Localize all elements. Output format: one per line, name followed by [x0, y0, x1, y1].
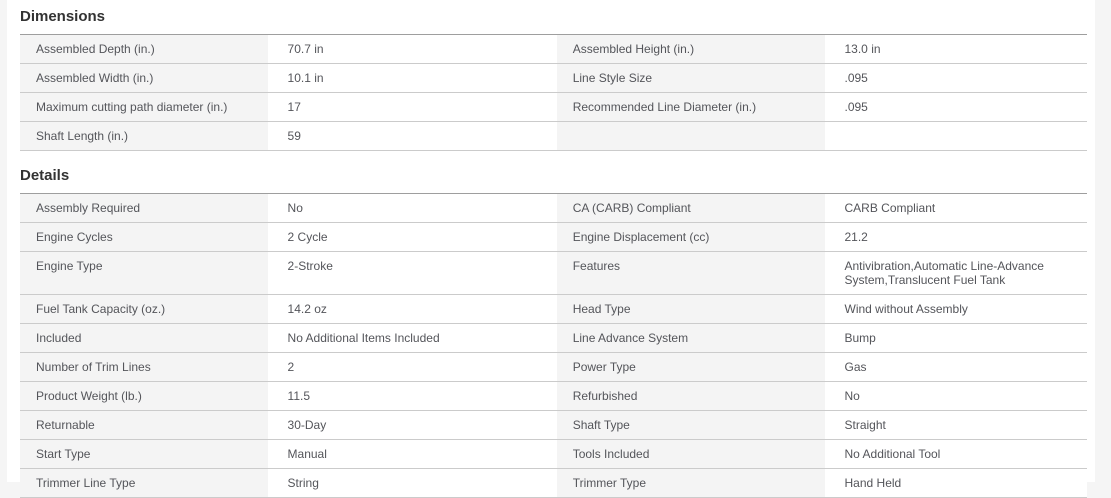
spec-value: 2-Stroke	[267, 251, 557, 295]
spec-value: 2	[267, 352, 557, 382]
spec-label: Trimmer Line Type	[20, 468, 268, 498]
spec-label: Head Type	[556, 294, 825, 324]
spec-label: Returnable	[20, 410, 268, 440]
spec-value: 10.1 in	[267, 63, 557, 93]
spec-value: Bump	[824, 323, 1087, 353]
spec-value: 14.2 oz	[267, 294, 557, 324]
details-section: Details Assembly Required No CA (CARB) Com…	[20, 167, 1087, 498]
spec-label: Product Weight (lb.)	[20, 381, 268, 411]
spec-value: Manual	[267, 439, 557, 469]
spec-label: Included	[20, 323, 268, 353]
spec-value: No	[824, 381, 1087, 411]
spec-label: Assembled Depth (in.)	[20, 34, 268, 64]
dimensions-section: Dimensions Assembled Depth (in.) 70.7 in A…	[20, 8, 1087, 151]
spec-value: Straight	[824, 410, 1087, 440]
spec-row: Shaft Length (in.) 59	[20, 121, 1087, 151]
spec-row: Assembly Required No CA (CARB) Compliant CA…	[20, 193, 1087, 223]
spec-value: CARB Compliant	[824, 193, 1087, 223]
spec-label: Shaft Length (in.)	[20, 121, 268, 151]
spec-row: Engine Cycles 2 Cycle Engine Displacement …	[20, 222, 1087, 252]
spec-row: Trimmer Line Type String Trimmer Type Hand …	[20, 468, 1087, 498]
spec-label: Shaft Type	[556, 410, 825, 440]
spec-value: .095	[824, 92, 1087, 122]
spec-label: Refurbished	[556, 381, 825, 411]
spec-row: Product Weight (lb.) 11.5 Refurbished No	[20, 381, 1087, 411]
spec-row: Engine Type 2-Stroke Features Antivibration…	[20, 251, 1087, 295]
spec-value: .095	[824, 63, 1087, 93]
spec-row: Number of Trim Lines 2 Power Type Gas	[20, 352, 1087, 382]
spec-value: Wind without Assembly	[824, 294, 1087, 324]
spec-value: 11.5	[267, 381, 557, 411]
details-table: Assembly Required No CA (CARB) Compliant CA…	[20, 193, 1087, 498]
spec-label: Assembly Required	[20, 193, 268, 223]
spec-label: Start Type	[20, 439, 268, 469]
spec-row: Start Type Manual Tools Included No Additio…	[20, 439, 1087, 469]
spec-value: 13.0 in	[824, 34, 1087, 64]
spec-label: Tools Included	[556, 439, 825, 469]
spec-label: Assembled Width (in.)	[20, 63, 268, 93]
spec-value: No	[267, 193, 557, 223]
spec-value: 17	[267, 92, 557, 122]
dimensions-section-heading: Dimensions	[20, 8, 106, 25]
spec-label: Power Type	[556, 352, 825, 382]
spec-value: Antivibration,Automatic Line-Advance Sys…	[824, 251, 1087, 295]
spec-label: Trimmer Type	[556, 468, 825, 498]
spec-row: Assembled Width (in.) 10.1 in Line Style S…	[20, 63, 1087, 93]
spec-label: Line Advance System	[556, 323, 825, 353]
spec-row: Fuel Tank Capacity (oz.) 14.2 oz Head Type…	[20, 294, 1087, 324]
spec-value: 2 Cycle	[267, 222, 557, 252]
spec-label: Line Style Size	[556, 63, 825, 93]
spec-label: Engine Type	[20, 251, 268, 295]
spec-label: Fuel Tank Capacity (oz.)	[20, 294, 268, 324]
spec-label	[556, 121, 825, 151]
spec-value	[824, 121, 1087, 151]
spec-label: Engine Cycles	[20, 222, 268, 252]
dimensions-table: Assembled Depth (in.) 70.7 in Assembled He…	[20, 34, 1087, 151]
spec-label: Recommended Line Diameter (in.)	[556, 92, 825, 122]
spec-row: Included No Additional Items Included Line…	[20, 323, 1087, 353]
spec-value: 70.7 in	[267, 34, 557, 64]
spec-value: No Additional Tool	[824, 439, 1087, 469]
spec-value: No Additional Items Included	[267, 323, 557, 353]
spec-label: Assembled Height (in.)	[556, 34, 825, 64]
spec-row: Maximum cutting path diameter (in.) 17 Rec…	[20, 92, 1087, 122]
details-section-heading: Details	[20, 167, 70, 184]
spec-value: Gas	[824, 352, 1087, 382]
spec-label: Maximum cutting path diameter (in.)	[20, 92, 268, 122]
spec-value: 30-Day	[267, 410, 557, 440]
spec-label: Engine Displacement (cc)	[556, 222, 825, 252]
spec-value: 59	[267, 121, 557, 151]
spec-label: Features	[556, 251, 825, 295]
spec-value: String	[267, 468, 557, 498]
spec-label: CA (CARB) Compliant	[556, 193, 825, 223]
spec-row: Assembled Depth (in.) 70.7 in Assembled He…	[20, 34, 1087, 64]
spec-value: 21.2	[824, 222, 1087, 252]
product-specifications-panel: Dimensions Assembled Depth (in.) 70.7 in A…	[7, 0, 1095, 498]
spec-row: Returnable 30-Day Shaft Type Straight	[20, 410, 1087, 440]
spec-value: Hand Held	[824, 468, 1087, 498]
spec-label: Number of Trim Lines	[20, 352, 268, 382]
